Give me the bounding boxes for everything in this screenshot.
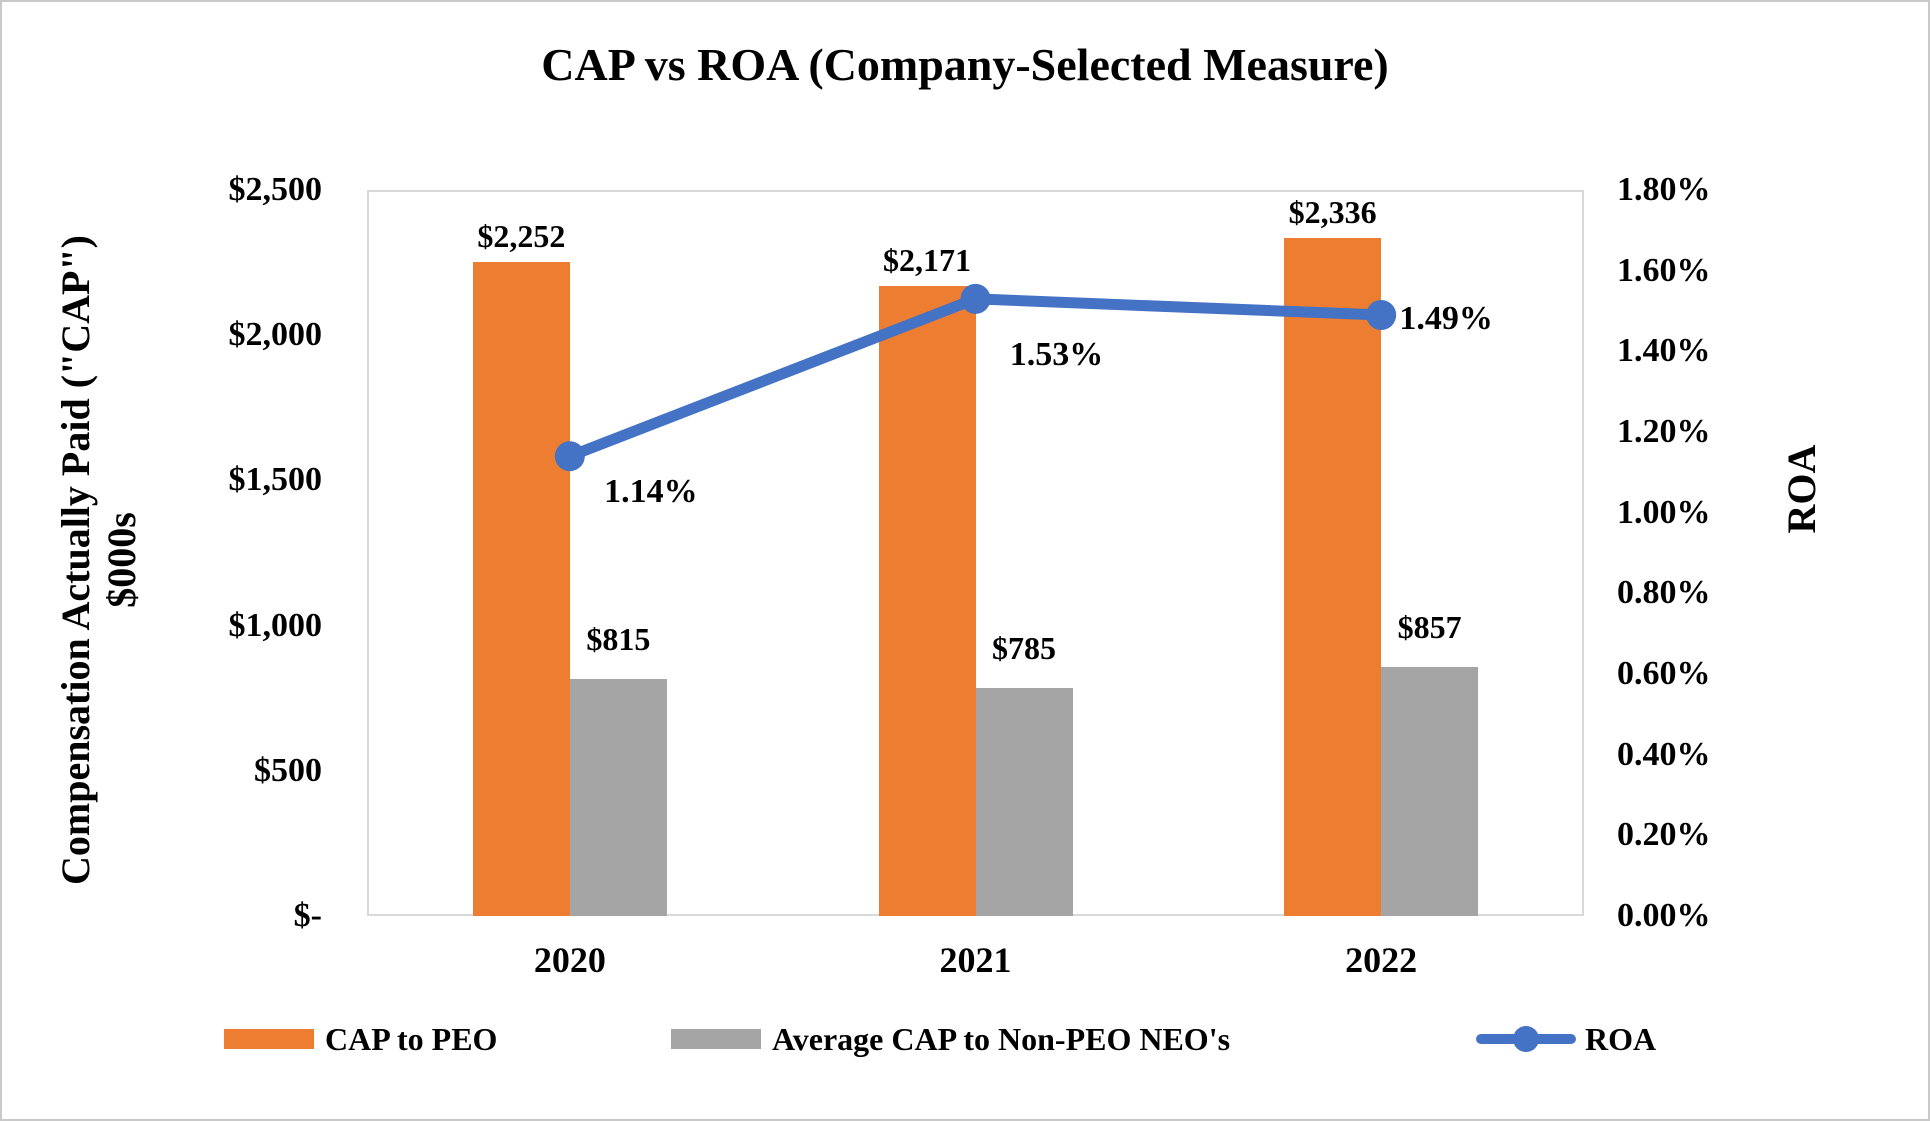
left-axis-tick: $500	[254, 751, 322, 789]
left-axis-tick: $1,500	[228, 461, 323, 499]
legend-swatch-roa-line-marker	[1476, 1017, 1576, 1061]
left-axis-tick: $-	[293, 897, 322, 934]
roa-marker-2022	[1366, 300, 1397, 331]
legend-label-cap-to-peo: CAP to PEO	[325, 1020, 498, 1057]
chart-title: CAP vs ROA (Company-Selected Measure)	[541, 39, 1389, 90]
left-axis-tick: $2,500	[228, 171, 323, 208]
bar-avg-cap-non-peo-2022	[1381, 667, 1479, 916]
x-axis-label-2020: 2020	[533, 940, 606, 980]
legend-swatch-avg-cap-non-peo	[671, 1029, 761, 1049]
left-axis-title: Compensation Actually Paid ("CAP") $000s	[53, 110, 145, 1010]
bars-layer	[367, 190, 1584, 916]
legend-swatch-cap-to-peo	[224, 1029, 314, 1049]
right-axis-tick: 1.60%	[1617, 251, 1711, 289]
left-axis-tick: $2,000	[228, 316, 323, 354]
right-axis-tick: 0.20%	[1617, 816, 1711, 854]
legend-item-cap-to-peo: CAP to PEO	[224, 1017, 497, 1061]
roa-line	[564, 293, 1387, 462]
legend-item-avg-cap-non-peo: Average CAP to Non-PEO NEO's	[671, 1017, 1230, 1061]
right-axis-title: ROA	[1779, 444, 1824, 534]
right-axis-tick: 0.40%	[1617, 735, 1711, 773]
bar-avg-cap-non-peo-2021	[975, 688, 1073, 916]
right-axis-tick: 1.80%	[1617, 171, 1711, 208]
left-axis-title-line1: Compensation Actually Paid ("CAP")	[53, 235, 98, 885]
legend-label-avg-cap-non-peo: Average CAP to Non-PEO NEO's	[772, 1020, 1231, 1057]
legend-item-roa: ROA	[1476, 1017, 1656, 1061]
left-axis-tick: $1,000	[228, 606, 323, 644]
x-axis-label-2022: 2022	[1345, 940, 1418, 980]
roa-marker-2020	[554, 441, 585, 472]
roa-marker-2021	[960, 283, 991, 314]
left-axis-title-line2: $000s	[99, 512, 144, 608]
bar-avg-cap-non-peo-2020	[569, 679, 667, 916]
roa-line-svg	[554, 283, 1397, 472]
right-axis-tick: 0.00%	[1617, 897, 1711, 934]
roa-line-layer	[367, 190, 1584, 916]
bar-cap-to-peo-2021	[878, 285, 976, 916]
bar-cap-to-peo-2022	[1284, 237, 1382, 916]
x-axis-label-2021: 2021	[939, 940, 1012, 980]
bar-cap-to-peo-2020	[472, 262, 570, 916]
right-axis-tick: 0.60%	[1617, 655, 1711, 692]
legend-label-roa: ROA	[1585, 1020, 1657, 1057]
